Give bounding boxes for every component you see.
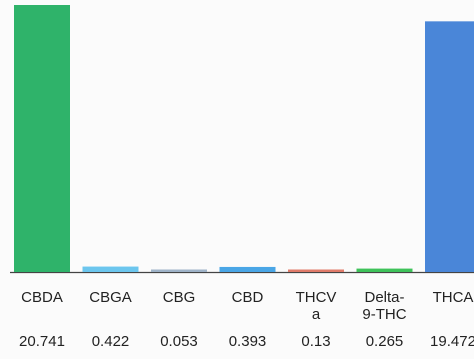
bar-thcva xyxy=(288,269,344,272)
category-label: THCA xyxy=(433,289,474,306)
value-label: 0.13 xyxy=(301,333,330,350)
value-label: 0.393 xyxy=(229,333,267,350)
category-label: CBD xyxy=(232,289,264,306)
value-label: 0.422 xyxy=(92,333,130,350)
value-label: 0.053 xyxy=(160,333,198,350)
bar-delta-9-thc xyxy=(356,268,413,272)
bar-thca xyxy=(425,21,474,272)
category-label: CBG xyxy=(163,289,196,306)
bar-cbg xyxy=(151,269,207,272)
bar-cbda xyxy=(14,5,70,272)
category-label: THCV a xyxy=(296,289,337,323)
category-label: CBDA xyxy=(21,289,63,306)
value-label: 0.265 xyxy=(366,333,404,350)
bar-cbd xyxy=(219,266,276,272)
value-label: 19.472 xyxy=(430,333,474,350)
category-label: CBGA xyxy=(89,289,132,306)
bar-cbga xyxy=(82,266,139,272)
category-label: Delta-9-THC xyxy=(362,289,406,323)
value-label: 20.741 xyxy=(19,333,65,350)
